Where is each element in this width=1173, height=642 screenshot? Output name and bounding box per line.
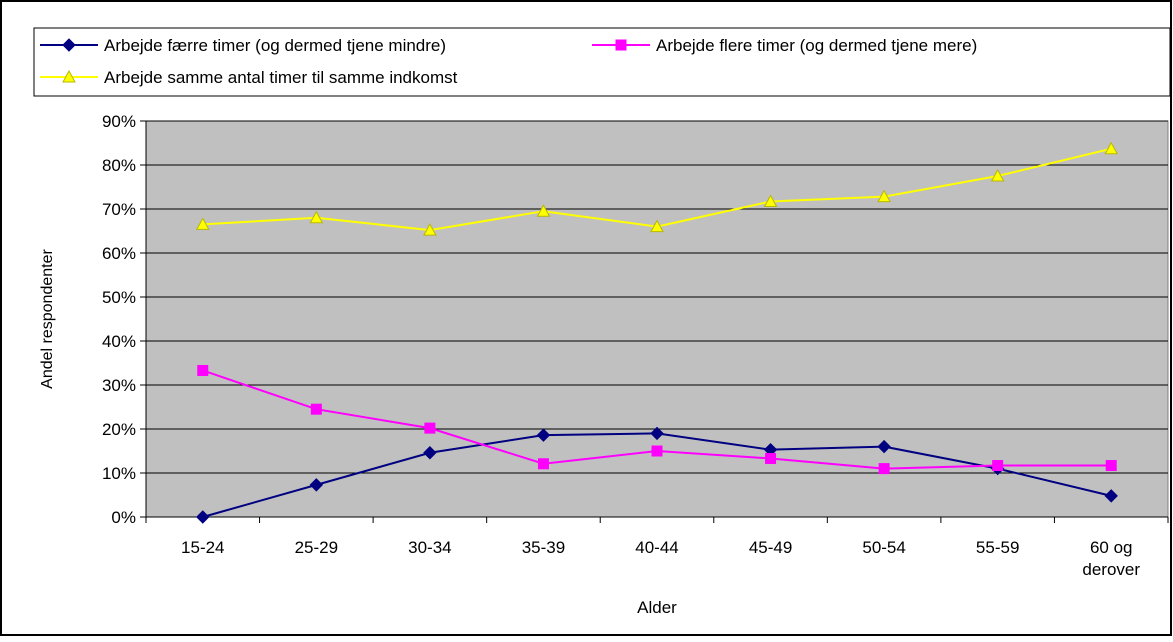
data-point-series-3 [309, 210, 324, 224]
data-point-series-1 [196, 510, 210, 524]
legend-swatch-marker [62, 38, 76, 52]
data-point-series-2 [878, 463, 890, 475]
data-point-series-1 [650, 426, 664, 441]
data-point-series-3 [877, 189, 891, 203]
data-point-series-1 [536, 428, 551, 442]
data-point-series-1 [877, 439, 891, 454]
gridlines [146, 120, 1168, 474]
data-point-series-3 [195, 217, 210, 230]
x-tick-label: 60 og derover [1082, 538, 1140, 579]
legend-label-2: Arbejde flere timer (og dermed tjene mer… [656, 36, 977, 55]
series-markers [195, 141, 1119, 524]
legend-box [33, 27, 1171, 97]
data-point-series-2 [1105, 460, 1117, 472]
y-tick-label: 90% [102, 112, 136, 131]
x-tick-label: 15-24 [181, 538, 224, 557]
y-tick-label: 40% [102, 332, 136, 351]
data-point-series-3 [423, 223, 437, 236]
data-point-series-3 [650, 219, 664, 233]
data-point-series-3 [763, 194, 778, 208]
data-point-series-1 [423, 446, 437, 460]
data-point-series-2 [197, 364, 209, 376]
data-point-series-3 [990, 168, 1005, 182]
x-tick-label: 45-49 [749, 538, 792, 557]
legend-label-3: Arbejde samme antal timer til samme indk… [104, 68, 458, 87]
legend-label-1: Arbejde færre timer (og dermed tjene min… [104, 36, 446, 55]
data-point-series-2 [765, 452, 777, 464]
x-axis: 15-24 25-29 30-34 35-39 40-44 45-49 50-54 55-59… [145, 516, 1169, 579]
data-point-series-2 [651, 445, 663, 457]
legend-swatch-marker [615, 39, 627, 51]
y-tick-label: 0% [111, 508, 136, 527]
data-point-series-3 [1104, 141, 1119, 155]
y-tick-label: 60% [102, 244, 136, 263]
x-axis-title: Alder [637, 598, 677, 617]
data-point-series-3 [536, 204, 551, 217]
data-point-series-1 [1104, 489, 1118, 503]
data-point-series-2 [424, 422, 436, 434]
y-axis-title: Andel respondenter [39, 249, 56, 389]
y-tick-label: 20% [102, 420, 136, 439]
data-point-series-1 [309, 478, 324, 492]
y-tick-label: 10% [102, 464, 136, 483]
legend-swatch-marker [62, 69, 76, 83]
legend: Arbejde færre timer (og dermed tjene min… [33, 27, 1171, 97]
x-tick-label: 30-34 [408, 538, 451, 557]
x-tick-label: 25-29 [295, 538, 338, 557]
y-tick-label: 30% [102, 376, 136, 395]
x-tick-label: 50-54 [862, 538, 905, 557]
data-point-series-2 [992, 460, 1004, 472]
y-tick-label: 70% [102, 200, 136, 219]
y-axis: 0% 10% 20% 30% 40% 50% 60% 70% 80% 90% [102, 112, 147, 527]
x-tick-label: 55-59 [976, 538, 1019, 557]
y-tick-label: 80% [102, 156, 136, 175]
x-tick-label: 35-39 [522, 538, 565, 557]
data-point-series-2 [310, 403, 322, 415]
data-point-series-2 [537, 458, 549, 470]
x-tick-label: 40-44 [635, 538, 678, 557]
plot-area [145, 120, 1169, 518]
y-tick-label: 50% [102, 288, 136, 307]
